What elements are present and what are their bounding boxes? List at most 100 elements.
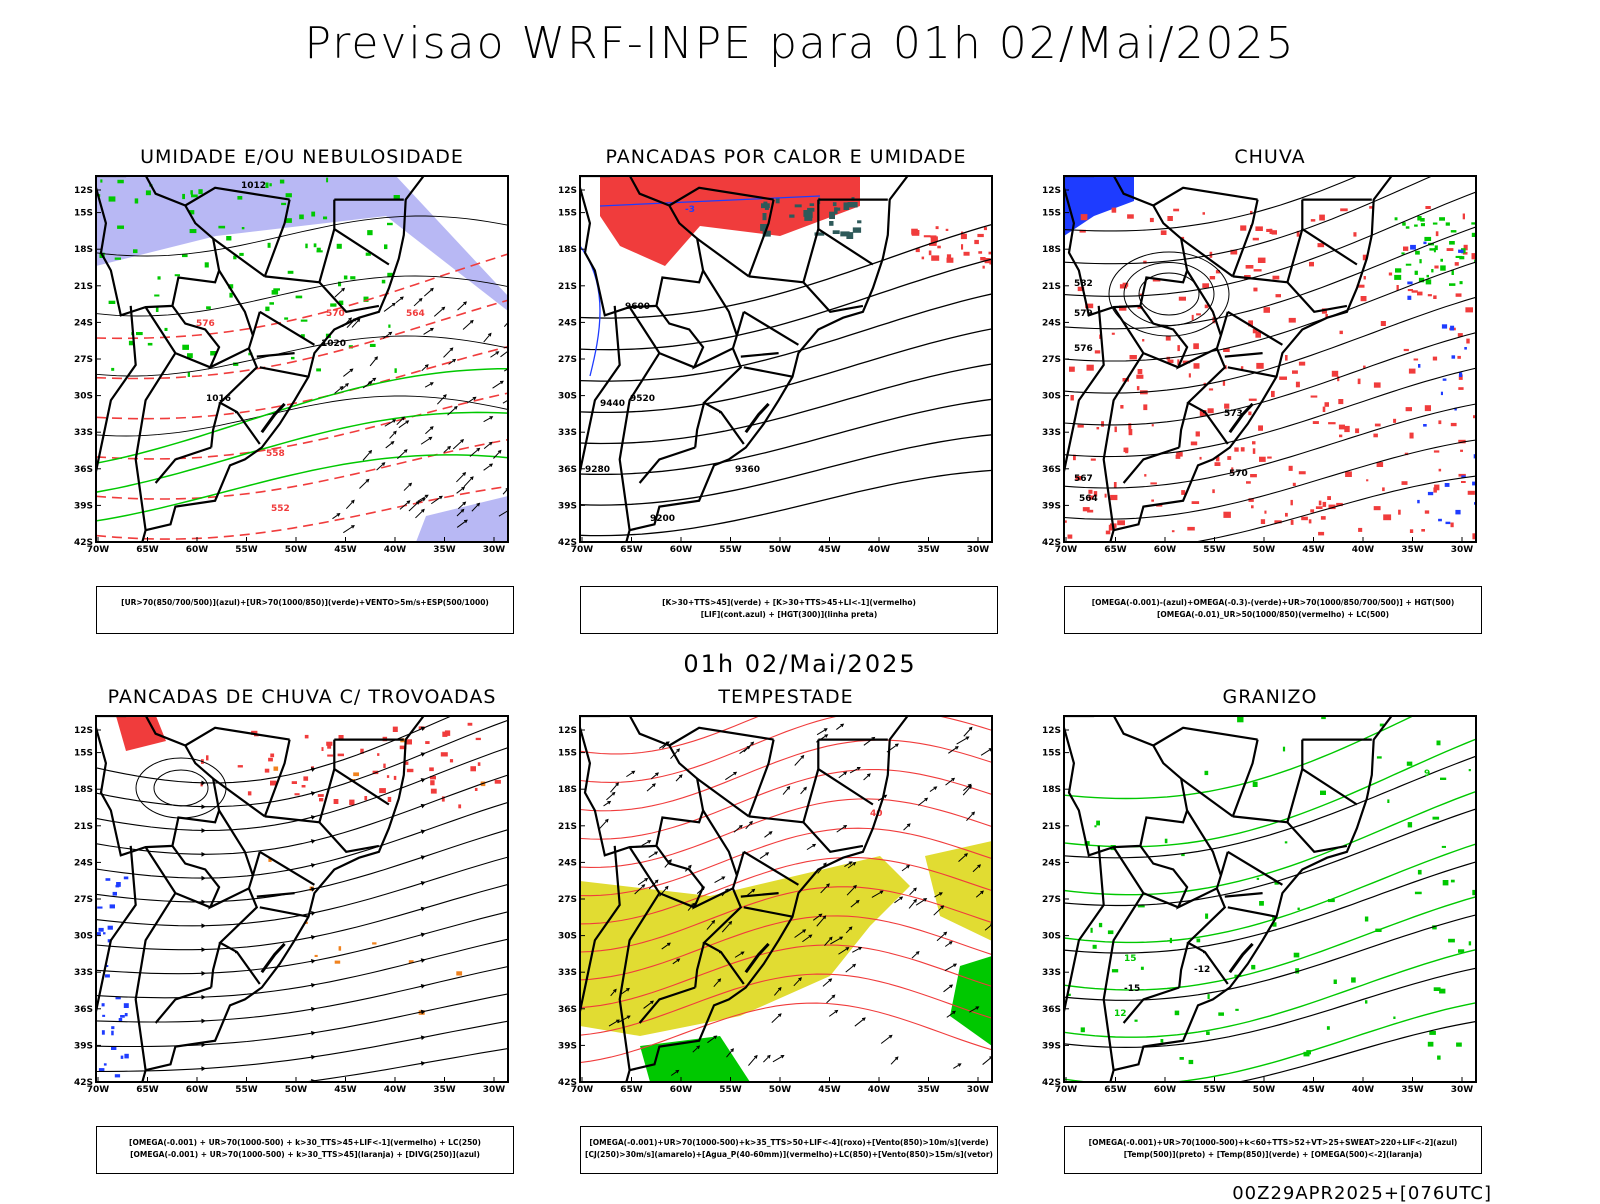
- contour-line: [1064, 843, 1476, 944]
- shade-cell: [115, 997, 121, 1000]
- shade-cell: [1285, 512, 1288, 517]
- shade-cell: [1324, 402, 1329, 407]
- shade-cell: [1315, 506, 1323, 509]
- shade-cell: [133, 249, 138, 254]
- shade-cell: [1424, 236, 1432, 241]
- legend-box: [OMEGA(-0.001)+UR>70(1000-500)+k>35_TTS>…: [580, 1126, 998, 1174]
- border-line: [154, 446, 212, 484]
- wind-vector: [456, 519, 468, 528]
- shade-cell: [1457, 333, 1463, 337]
- shade-cell: [1310, 509, 1315, 513]
- shade-cell: [1248, 320, 1253, 327]
- shade-cell: [1432, 816, 1440, 820]
- vector-head: [845, 947, 850, 951]
- wind-vector: [915, 898, 927, 906]
- country-borders: [580, 176, 909, 542]
- border-line: [171, 809, 255, 910]
- shade-cell: [1223, 511, 1231, 518]
- shade-cell: [1471, 232, 1476, 237]
- vector-head: [948, 941, 953, 945]
- vector-head: [368, 449, 373, 454]
- shade-cell: [1080, 1027, 1085, 1033]
- shade-cell: [1143, 260, 1147, 264]
- shade-cell: [1468, 941, 1472, 946]
- lon-label: 55W: [719, 545, 742, 555]
- contour-line: [1064, 439, 1476, 520]
- shade-cell: [336, 243, 342, 249]
- wind-vector: [383, 302, 396, 312]
- lat-label: 33S: [558, 968, 577, 978]
- shade-cell: [1068, 993, 1071, 996]
- shade-cell: [1433, 295, 1437, 299]
- flow-arrow: [420, 855, 426, 860]
- wind-vector: [462, 320, 474, 330]
- shade-cell: [1417, 869, 1422, 875]
- shade-cell: [103, 932, 106, 935]
- shade-cell: [191, 194, 198, 198]
- wind-vector: [498, 510, 508, 517]
- shade-cell: [381, 279, 386, 284]
- shade-cell: [337, 753, 344, 757]
- vector-head: [808, 934, 813, 939]
- shade-cell: [1208, 388, 1214, 391]
- flow-arrow: [201, 971, 206, 976]
- shade-cell: [425, 741, 430, 744]
- lat-label: 27S: [558, 895, 577, 905]
- wind-vector: [458, 501, 466, 510]
- lat-label: 24S: [1042, 318, 1061, 328]
- country-borders: [96, 716, 425, 1082]
- vector-head: [511, 397, 514, 400]
- wind-vector: [733, 825, 743, 833]
- wind-vector: [982, 1056, 992, 1065]
- shade-cell: [1252, 781, 1258, 787]
- shade-cell: [1466, 338, 1470, 344]
- border-line: [333, 768, 390, 806]
- shade-cell: [1364, 916, 1369, 922]
- contour-line: [1064, 176, 1434, 265]
- shade-cell: [1327, 899, 1335, 903]
- wind-vector: [675, 774, 683, 782]
- vector-head: [824, 734, 829, 738]
- shade-cell: [98, 1068, 105, 1072]
- lon-label: 70W: [87, 545, 110, 555]
- vector-head: [453, 405, 458, 410]
- shade-cell: [834, 207, 838, 214]
- shade-cell: [386, 775, 390, 778]
- shade-cell: [1434, 245, 1438, 251]
- contour-label: 558: [266, 449, 285, 459]
- shade-cell: [117, 179, 124, 184]
- vector-head: [418, 297, 423, 302]
- vector-head: [654, 879, 659, 884]
- shade-cell: [1240, 366, 1244, 371]
- border-line: [702, 347, 745, 445]
- wind-vector: [443, 446, 451, 453]
- shade-cell: [829, 221, 834, 226]
- humidity-high-area: [96, 176, 508, 311]
- legend-line-1: [UR>70(850/700/500)](azul)+[UR>70(1000/8…: [121, 598, 489, 607]
- contour-label: 9: [1424, 769, 1430, 779]
- wind-vector: [830, 936, 843, 945]
- contour-label: 12: [1114, 1009, 1127, 1019]
- vector-head: [749, 820, 753, 825]
- shade-cell: [134, 198, 139, 204]
- vector-head: [957, 1063, 962, 1067]
- circulation-ring: [135, 757, 227, 819]
- vector-head: [803, 786, 807, 791]
- shade-cell: [1414, 224, 1418, 227]
- lat-label: 18S: [74, 785, 93, 795]
- shade-cell: [1067, 534, 1073, 539]
- wind-vector: [917, 797, 928, 806]
- shade-cell: [265, 306, 270, 312]
- flow-arrow: [310, 982, 316, 988]
- shade-cell: [269, 302, 274, 305]
- shade-cell: [108, 300, 116, 304]
- shade-cell: [123, 876, 129, 880]
- vector-head: [818, 913, 823, 918]
- shade-cell: [1231, 467, 1234, 474]
- lon-label: 60W: [1154, 545, 1177, 555]
- wind-vector: [836, 723, 844, 730]
- wind-vector: [467, 396, 476, 404]
- border-line: [638, 986, 696, 1024]
- lon-label: 40W: [1352, 1085, 1375, 1095]
- lat-label: 30S: [558, 932, 577, 942]
